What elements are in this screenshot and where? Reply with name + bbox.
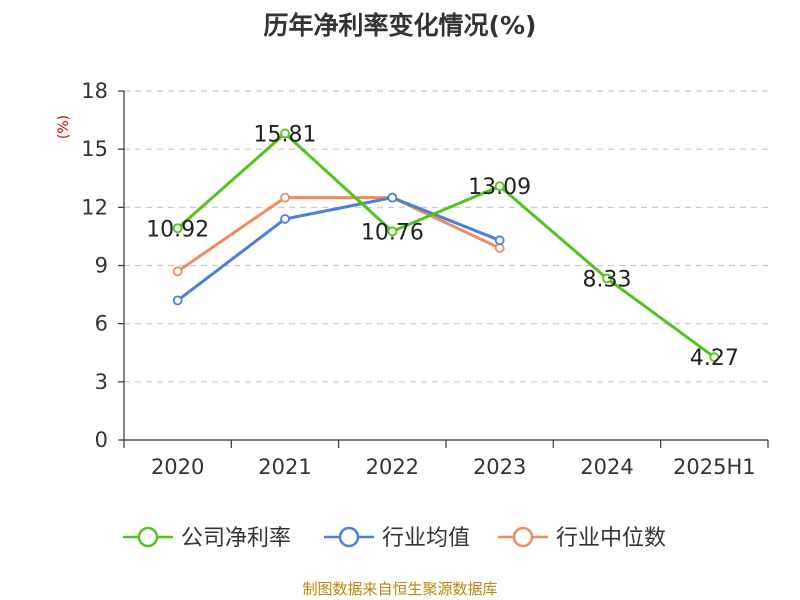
y-tick-label: 3 (95, 370, 108, 394)
series-point (280, 128, 290, 139)
legend: 公司净利率 行业均值 行业中位数 (123, 526, 666, 551)
x-tick-label: 2024 (580, 455, 633, 479)
label-layer: 10.92 15.81 10.76 13.09 8.33 4.27 (146, 122, 739, 371)
y-tick-label: 12 (81, 195, 108, 219)
series-line (176, 196, 501, 273)
data-label: 10.76 (361, 220, 424, 245)
legend-label: 公司净利率 (181, 526, 291, 551)
series-point (387, 192, 398, 203)
x-tick-label: 2020 (151, 455, 204, 479)
x-tick-label: 2021 (258, 455, 311, 479)
series-point (494, 243, 505, 253)
legend-marker (512, 526, 534, 548)
series-point (709, 352, 720, 363)
chart-title: 历年净利率变化情况(%) (263, 11, 537, 40)
series-point (172, 266, 183, 277)
legend-label: 行业中位数 (556, 526, 666, 551)
data-label: 4.27 (690, 346, 739, 371)
data-label: 10.92 (146, 217, 209, 242)
series-point (494, 235, 505, 246)
axis-layer: 0 3 6 9 12 15 18 2020 2021 2022 2023 2024 2025H1 (%) (56, 79, 769, 479)
y-tick-label: 9 (95, 254, 108, 278)
y-tick-label: 6 (95, 312, 108, 336)
y-tick-label: 18 (81, 79, 108, 103)
x-tick-label: 2025H1 (673, 455, 756, 479)
series-line (176, 131, 716, 359)
legend-label: 行业均值 (382, 526, 470, 551)
series-point (494, 181, 505, 192)
grid-layer (124, 90, 768, 383)
x-tick-label: 2023 (473, 455, 526, 479)
data-label: 15.81 (254, 122, 317, 147)
y-tick-label: 15 (81, 137, 108, 161)
series-point (280, 214, 290, 224)
legend-marker (137, 526, 159, 548)
series-point (387, 226, 398, 237)
series-point (280, 192, 290, 203)
series-line (176, 196, 501, 302)
series-point (602, 273, 612, 284)
data-label: 8.33 (583, 267, 632, 292)
x-tick-label: 2022 (366, 455, 419, 479)
source-note: 制图数据来自恒生聚源数据库 (302, 580, 498, 598)
series-point (172, 223, 183, 234)
series-layer (172, 128, 720, 363)
y-axis-unit-label: (%) (56, 115, 72, 139)
data-label: 13.09 (468, 175, 531, 200)
series-point (172, 295, 183, 306)
y-tick-label: 0 (95, 428, 108, 452)
legend-marker (338, 526, 360, 548)
